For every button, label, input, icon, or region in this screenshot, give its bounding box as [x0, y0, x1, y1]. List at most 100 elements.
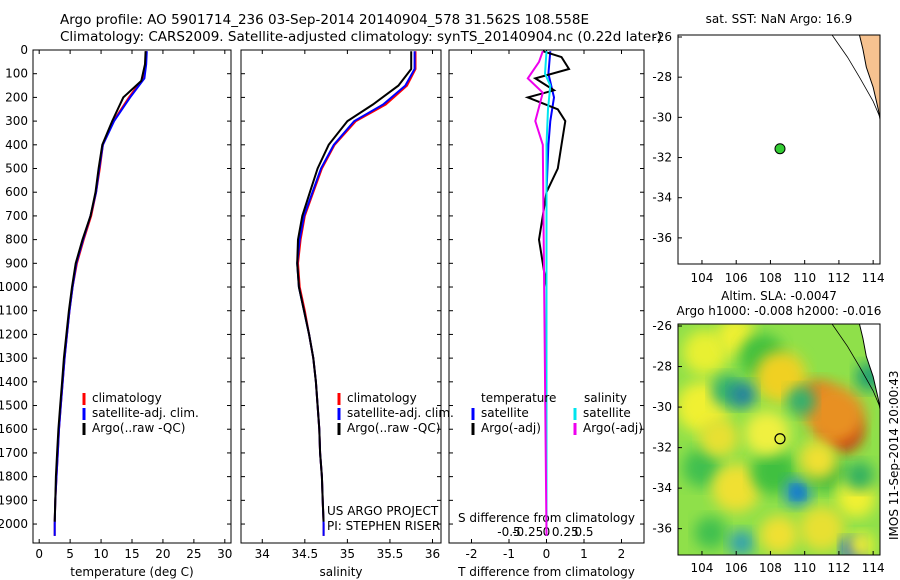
- series-line: [296, 51, 413, 522]
- chart-title-line2: Climatology: CARS2009. Satellite-adjuste…: [60, 29, 663, 45]
- x-tick-label: 5: [66, 547, 74, 561]
- map-y-tick-label: -36: [652, 231, 672, 245]
- s-tick-label: -0.25: [512, 525, 543, 539]
- map-y-tick-label: -34: [652, 191, 672, 205]
- s-tick-label: 0.5: [574, 525, 593, 539]
- map-y-tick-label: -26: [652, 30, 672, 44]
- sla-anomaly-blob: [699, 418, 739, 457]
- x-tick-label: 1: [580, 547, 588, 561]
- sst-map-title: sat. SST: NaN Argo: 16.9: [706, 12, 853, 26]
- map-y-tick-label: -36: [652, 522, 672, 536]
- sla-anomaly-blob: [845, 461, 874, 491]
- x-tick-label: 34: [255, 547, 270, 561]
- x-tick-label: 36: [425, 547, 440, 561]
- sal-legend-label: Argo(..raw -QC): [347, 421, 440, 435]
- x-tick-label: 35: [340, 547, 355, 561]
- sla-anomaly-blob: [799, 440, 838, 479]
- x-tick-label: 10: [93, 547, 108, 561]
- depth-tick-label: 1400: [0, 375, 28, 389]
- diff-legend-t-label: satellite: [481, 406, 529, 420]
- map-x-tick-label: 106: [725, 271, 748, 285]
- map-x-tick-label: 112: [827, 561, 850, 575]
- sla-anomaly-blob: [682, 329, 728, 375]
- depth-tick-label: 300: [5, 114, 28, 128]
- sla-anomaly-blob: [694, 516, 727, 549]
- depth-tick-label: 100: [5, 67, 28, 81]
- s-tick-label: -0.5: [497, 525, 520, 539]
- sla-anomaly-blob: [799, 506, 845, 552]
- x-tick-label: 0: [35, 547, 43, 561]
- depth-tick-label: 600: [5, 185, 28, 199]
- x-axis-label: salinity: [319, 565, 362, 579]
- depth-tick-label: 700: [5, 209, 28, 223]
- x-tick-label: 30: [217, 547, 232, 561]
- x-axis-label: T difference from climatology: [457, 565, 635, 579]
- diff-legend-title-t: temperature: [481, 391, 556, 405]
- x-tick-label: 25: [186, 547, 201, 561]
- temp-legend-label: climatology: [92, 391, 162, 405]
- x-tick-label: 15: [124, 547, 139, 561]
- temp-legend-label: Argo(..raw -QC): [92, 421, 185, 435]
- x-tick-label: 34.5: [291, 547, 318, 561]
- map-x-tick-label: 110: [793, 271, 816, 285]
- depth-tick-label: 900: [5, 256, 28, 270]
- sla-anomaly-blob: [759, 515, 799, 554]
- depth-tick-label: 1300: [0, 351, 28, 365]
- imos-timestamp: IMOS 11-Sep-2014 20:00:43: [887, 370, 900, 540]
- series-line: [524, 50, 571, 522]
- depth-tick-label: 1600: [0, 422, 28, 436]
- map-y-tick-label: -26: [652, 319, 672, 333]
- x-tick-label: 2: [618, 547, 626, 561]
- depth-tick-label: 1100: [0, 304, 28, 318]
- bathymetry-contour: [831, 34, 881, 118]
- map-x-tick-label: 106: [725, 561, 748, 575]
- map-y-tick-label: -32: [652, 441, 672, 455]
- sla-anomaly-blob: [682, 448, 722, 488]
- series-line: [53, 51, 147, 522]
- land-coast: [858, 324, 880, 410]
- sla-anomaly-blob: [786, 386, 816, 416]
- depth-tick-label: 1000: [0, 280, 28, 294]
- map-x-tick-label: 114: [862, 271, 885, 285]
- x-tick-label: -2: [466, 547, 478, 561]
- temp-legend-label: satellite-adj. clim.: [92, 406, 199, 420]
- map-x-tick-label: 112: [827, 271, 850, 285]
- series-line: [543, 51, 552, 536]
- x-tick-label: 0: [543, 547, 551, 561]
- map-y-tick-label: -28: [652, 70, 672, 84]
- x-tick-label: -1: [503, 547, 515, 561]
- x-tick-label: 35.5: [377, 547, 404, 561]
- sla-anomaly-blob: [744, 411, 790, 456]
- depth-tick-label: 2000: [0, 517, 28, 531]
- sal-legend-label: climatology: [347, 391, 417, 405]
- sla-anomaly-blob: [712, 464, 761, 513]
- x-tick-label: 20: [155, 547, 170, 561]
- sla-map-frame: [677, 323, 881, 556]
- depth-tick-label: 800: [5, 233, 28, 247]
- diff-legend-t-label: Argo(-adj): [481, 421, 541, 435]
- map-y-tick-label: -30: [652, 110, 672, 124]
- bathymetry-contour: [831, 324, 880, 408]
- sla-anomaly-blob: [730, 382, 756, 408]
- sla-anomaly-blob: [751, 449, 797, 495]
- series-line: [526, 50, 548, 536]
- annotation-pi: PI: STEPHEN RISER: [327, 519, 440, 533]
- depth-tick-label: 1900: [0, 493, 28, 507]
- map-x-tick-label: 104: [691, 271, 714, 285]
- argo-position-marker: [774, 143, 786, 155]
- panel-frame-1: [32, 49, 232, 544]
- argo-position-marker: [774, 433, 786, 445]
- map-x-tick-label: 108: [759, 271, 782, 285]
- map-x-tick-label: 114: [862, 561, 885, 575]
- x-axis-label: temperature (deg C): [70, 565, 193, 579]
- map-y-tick-label: -28: [652, 360, 672, 374]
- annotation-project: US ARGO PROJECT: [327, 504, 439, 518]
- panel-frame-2: [240, 49, 442, 544]
- depth-tick-label: 1200: [0, 327, 28, 341]
- map-y-tick-label: -34: [652, 481, 672, 495]
- sla-map-title-2: Argo h1000: -0.008 h2000: -0.016: [677, 304, 882, 318]
- depth-tick-label: 1500: [0, 399, 28, 413]
- depth-tick-label: 0: [20, 43, 28, 57]
- map-x-tick-label: 108: [759, 561, 782, 575]
- map-x-tick-label: 110: [793, 561, 816, 575]
